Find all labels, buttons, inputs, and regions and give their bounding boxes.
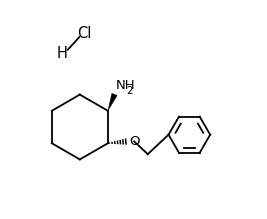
Text: 2: 2 — [127, 86, 133, 96]
Text: O: O — [129, 135, 139, 148]
Polygon shape — [108, 93, 117, 111]
Text: Cl: Cl — [77, 26, 91, 41]
Text: NH: NH — [116, 79, 135, 92]
Text: H: H — [57, 46, 68, 61]
